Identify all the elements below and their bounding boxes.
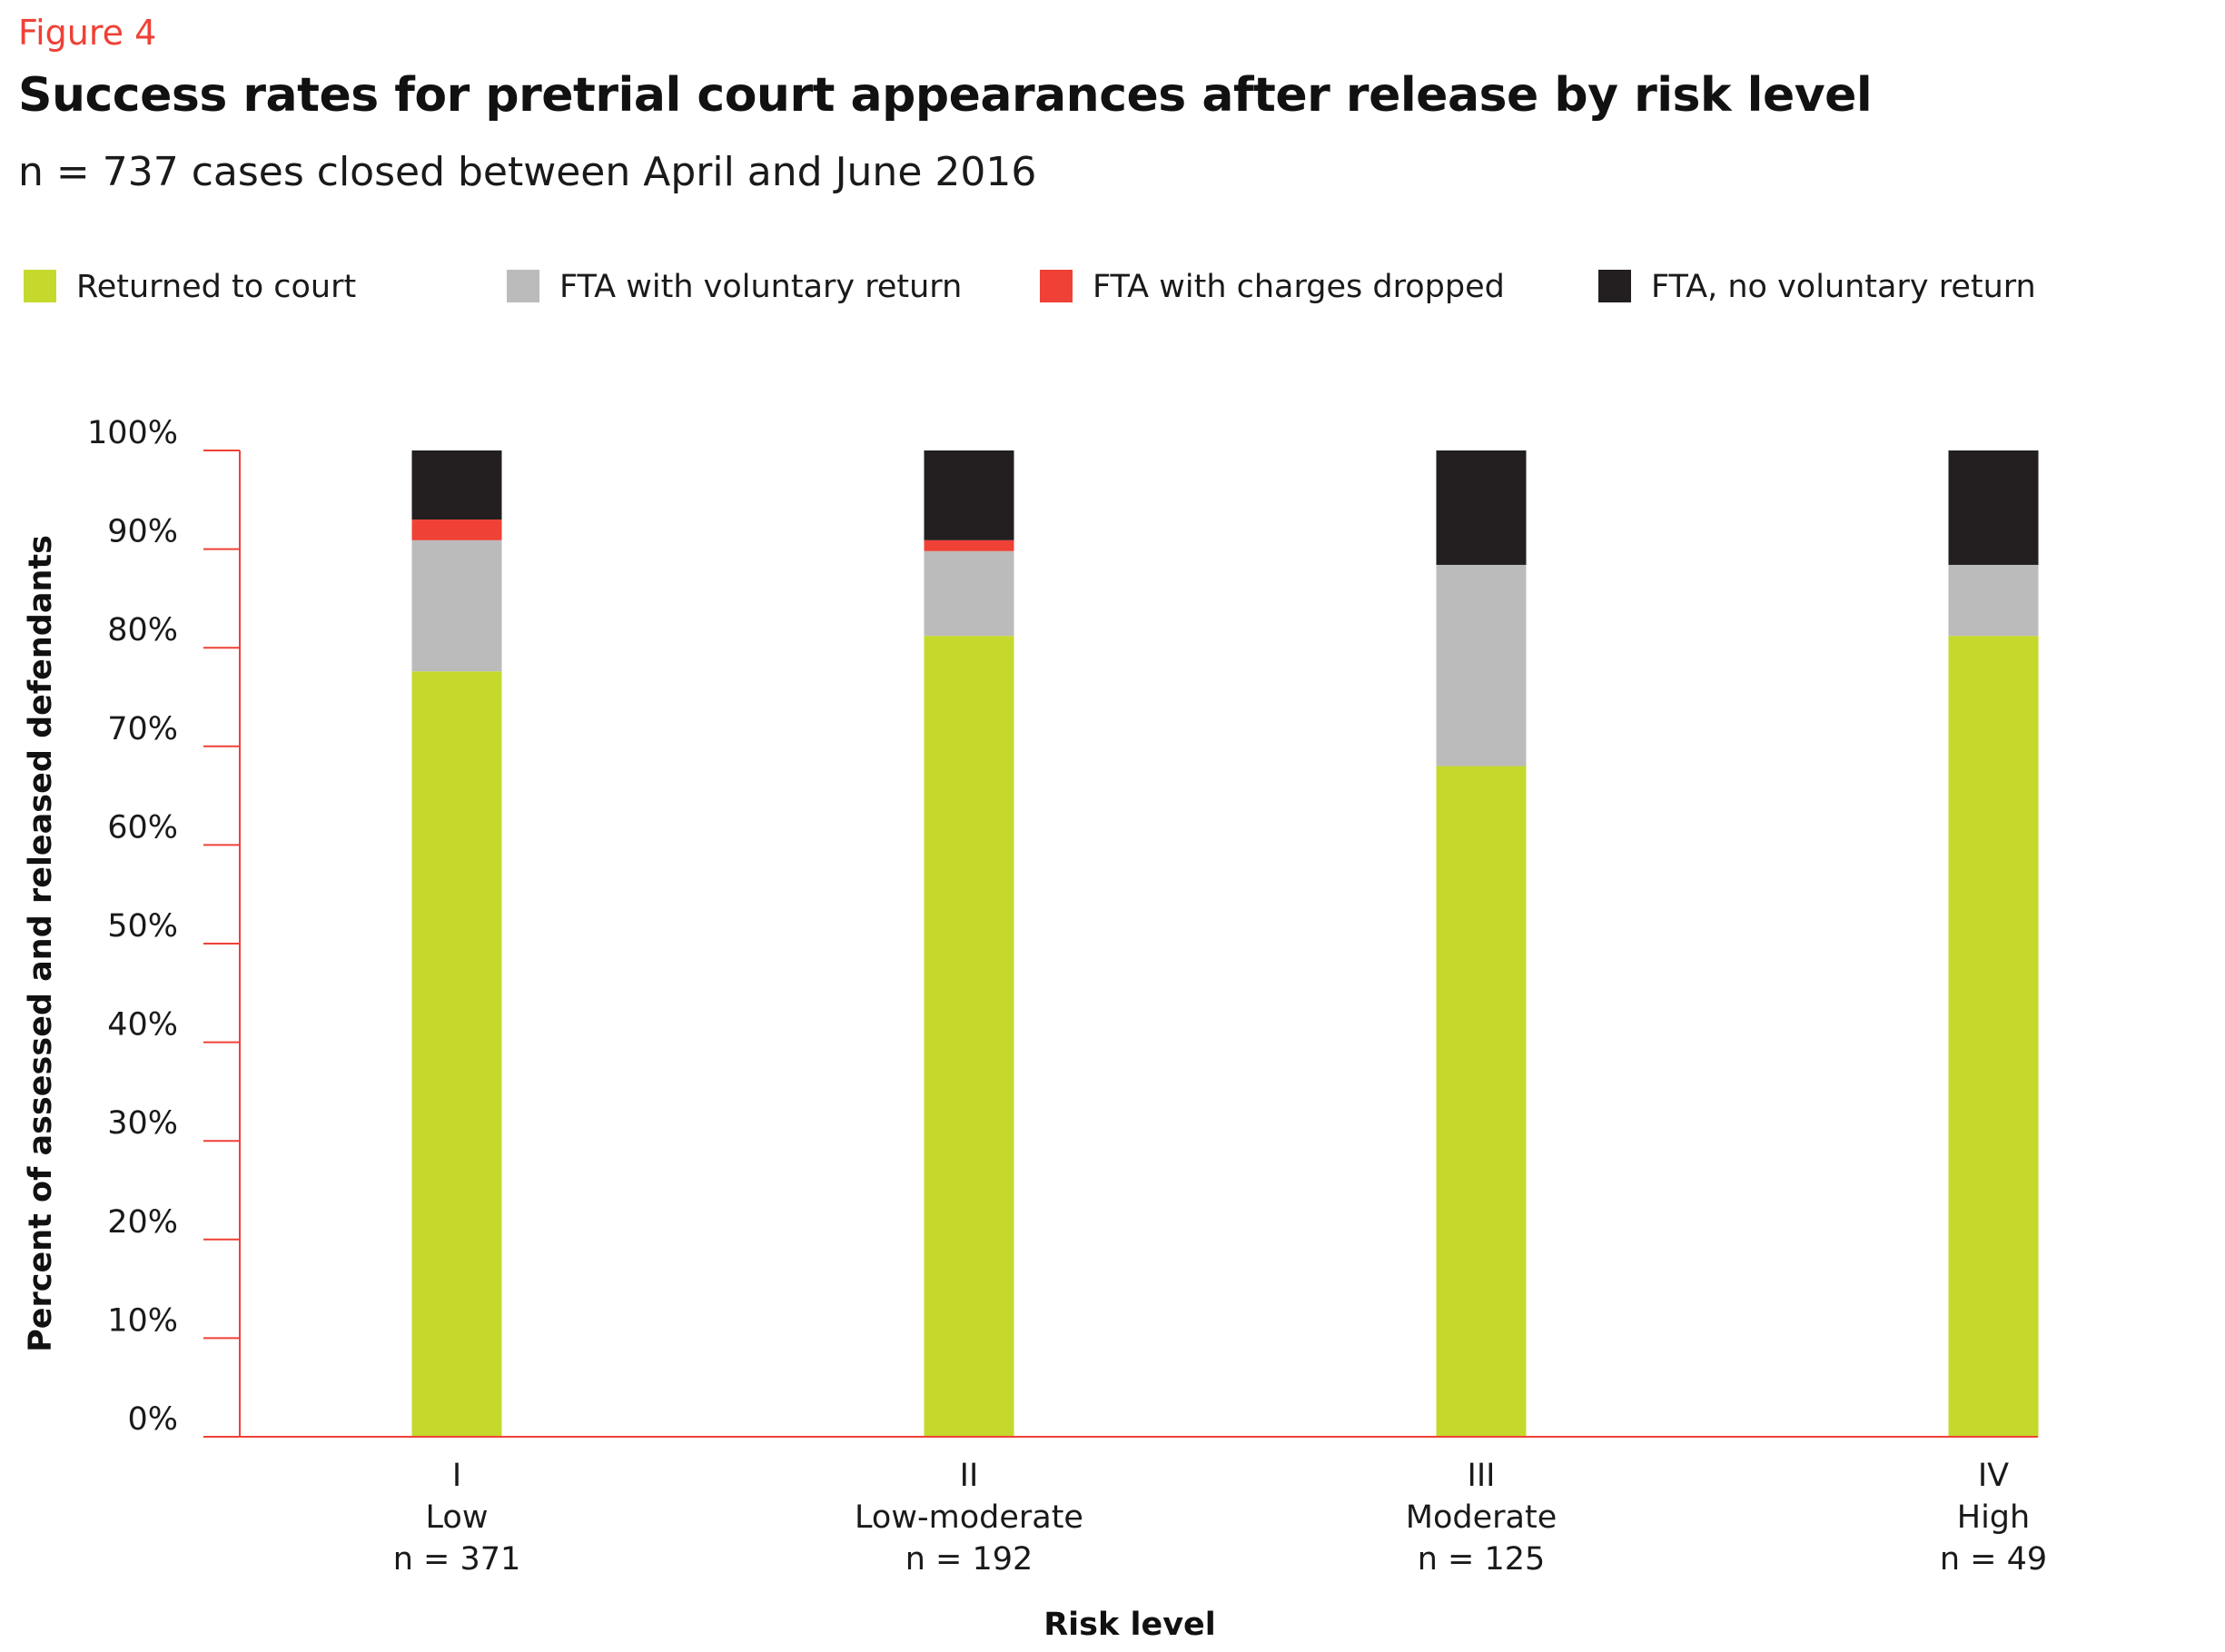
- chart-subtitle: n = 737 cases closed between April and J…: [18, 149, 1037, 195]
- y-tick-label: 100%: [87, 415, 178, 451]
- bar-segment-returned: [924, 636, 1014, 1437]
- bar-segment-voluntary: [924, 550, 1014, 637]
- x-tick-level: III: [1468, 1458, 1496, 1494]
- y-tick-label: 20%: [107, 1204, 178, 1241]
- y-tick-label: 70%: [107, 711, 178, 747]
- legend-swatch-voluntary: [507, 270, 539, 302]
- x-axis: I Low n = 371 II Low-moderate n = 192 III Moder…: [203, 1436, 2047, 1643]
- bars: [411, 450, 2039, 1437]
- x-tick-name: Low-moderate: [855, 1499, 1083, 1536]
- bar-segment-no_return: [1436, 450, 1527, 565]
- y-axis-title: Percent of assessed and released defenda…: [23, 535, 59, 1352]
- y-tick-label: 40%: [107, 1007, 178, 1044]
- x-tick-level: I: [452, 1458, 461, 1494]
- bar-segment-dropped: [924, 539, 1014, 551]
- bar-segment-voluntary: [1948, 564, 2039, 637]
- bar-segment-voluntary: [1436, 564, 1527, 767]
- x-tick-count: n = 192: [905, 1541, 1033, 1578]
- legend-label-no_return: FTA, no voluntary return: [1651, 269, 2036, 305]
- x-axis-title: Risk level: [1043, 1607, 1216, 1643]
- x-tick-name: Moderate: [1406, 1499, 1557, 1536]
- legend-label-dropped: FTA with charges dropped: [1093, 269, 1505, 305]
- bar-group-III: [1436, 450, 1527, 1437]
- x-tick-name: Low: [426, 1499, 489, 1536]
- x-tick-count: n = 371: [393, 1541, 521, 1578]
- chart-legend: Returned to court FTA with voluntary retu…: [24, 269, 2036, 305]
- y-tick-label: 10%: [107, 1302, 178, 1339]
- bar-segment-dropped: [411, 519, 502, 540]
- bar-group-IV: [1948, 450, 2039, 1437]
- x-tick-count: n = 125: [1418, 1541, 1546, 1578]
- figure-label: Figure 4: [18, 13, 157, 53]
- bar-segment-returned: [1948, 636, 2039, 1437]
- bar-segment-no_return: [924, 450, 1014, 540]
- legend-label-voluntary: FTA with voluntary return: [559, 269, 962, 305]
- legend-swatch-no_return: [1598, 270, 1631, 302]
- x-tick-count: n = 49: [1940, 1541, 2047, 1578]
- x-tick-level: IV: [1978, 1458, 2009, 1494]
- y-tick-label: 0%: [127, 1401, 178, 1438]
- y-tick-label: 30%: [107, 1105, 178, 1142]
- chart-title: Success rates for pretrial court appeara…: [18, 68, 1873, 123]
- y-tick-label: 50%: [107, 908, 178, 945]
- legend-label-returned: Returned to court: [76, 269, 356, 305]
- y-tick-label: 80%: [107, 612, 178, 648]
- y-tick-label: 90%: [107, 514, 178, 550]
- bar-segment-returned: [1436, 766, 1527, 1437]
- bar-segment-voluntary: [411, 539, 502, 672]
- x-tick-name: High: [1957, 1499, 2030, 1536]
- bar-segment-returned: [411, 671, 502, 1437]
- bar-group-I: [411, 450, 502, 1437]
- bar-segment-no_return: [1948, 450, 2039, 565]
- legend-swatch-returned: [24, 270, 56, 302]
- y-axis: 0% 10% 20% 30% 40% 50% 60% 70% 80% 90% 100% Percent…: [23, 415, 241, 1438]
- x-tick-level: II: [960, 1458, 979, 1494]
- y-tick-label: 60%: [107, 809, 178, 846]
- bar-group-II: [924, 450, 1014, 1437]
- bar-segment-no_return: [411, 450, 502, 520]
- legend-swatch-dropped: [1040, 270, 1073, 302]
